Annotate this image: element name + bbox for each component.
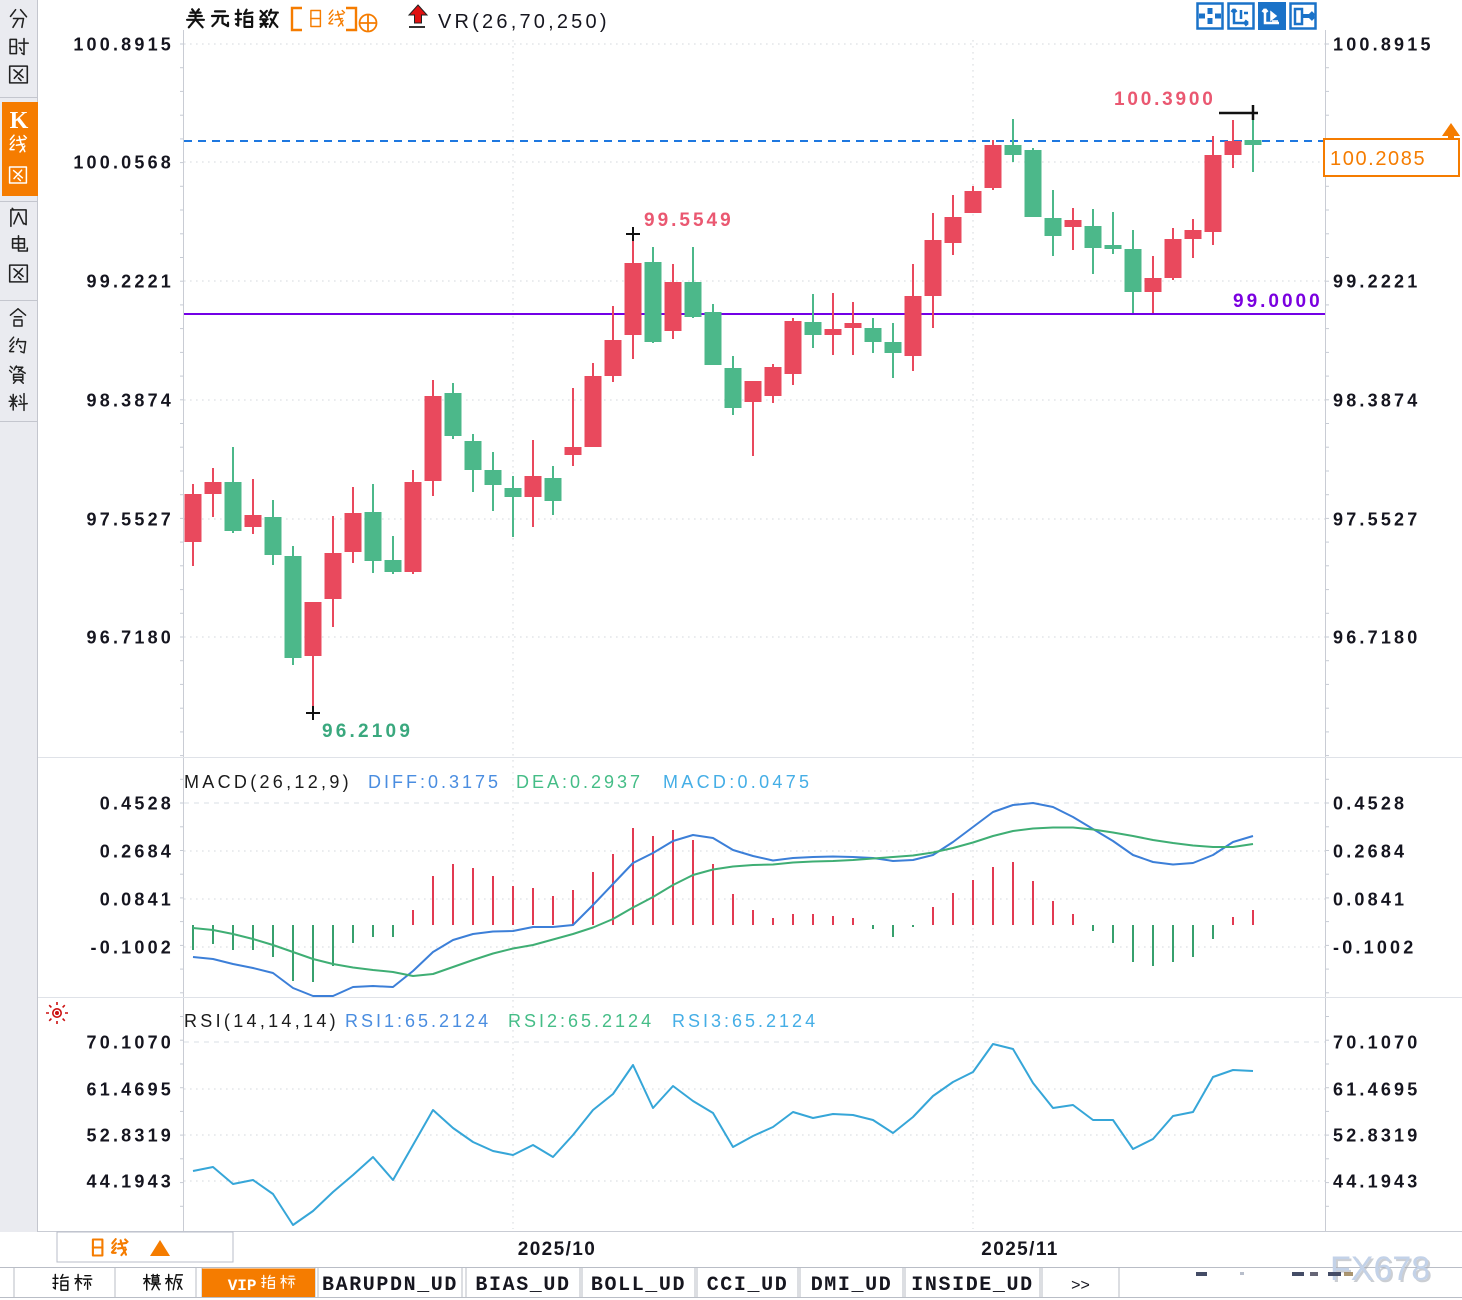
svg-text:70.1070: 70.1070 <box>1333 1033 1420 1053</box>
svg-text:100.0568: 100.0568 <box>73 153 174 173</box>
svg-text:100.8915: 100.8915 <box>73 35 174 55</box>
svg-text:70.1070: 70.1070 <box>87 1033 174 1053</box>
svg-text:100.3900: 100.3900 <box>1114 89 1216 110</box>
svg-text:>>: >> <box>1071 1277 1090 1294</box>
svg-text:DEA:0.2937: DEA:0.2937 <box>516 772 643 792</box>
svg-text:0.2684: 0.2684 <box>100 842 174 862</box>
svg-text:0.4528: 0.4528 <box>1333 794 1407 814</box>
svg-text:VIP: VIP <box>228 1277 257 1295</box>
svg-text:0.0841: 0.0841 <box>100 890 174 910</box>
svg-text:DMI_UD: DMI_UD <box>811 1274 893 1297</box>
svg-text:99.5549: 99.5549 <box>644 210 734 231</box>
svg-text:96.2109: 96.2109 <box>322 721 413 742</box>
svg-text:INSIDE_UD: INSIDE_UD <box>911 1274 1033 1297</box>
svg-text:FX678: FX678 <box>1330 1250 1430 1288</box>
svg-text:FX678: FX678 <box>1332 1252 1432 1290</box>
svg-text:52.8319: 52.8319 <box>87 1126 174 1146</box>
svg-text:97.5527: 97.5527 <box>1333 510 1420 530</box>
svg-text:0.0841: 0.0841 <box>1333 890 1407 910</box>
svg-text:99.2221: 99.2221 <box>1333 272 1420 292</box>
svg-text:2025/10: 2025/10 <box>518 1239 596 1260</box>
svg-text:98.3874: 98.3874 <box>1333 391 1420 411</box>
svg-text:61.4695: 61.4695 <box>1333 1080 1420 1100</box>
svg-text:99.2221: 99.2221 <box>87 272 174 292</box>
svg-text:61.4695: 61.4695 <box>87 1080 174 1100</box>
svg-text:2025/11: 2025/11 <box>981 1239 1058 1260</box>
svg-text:RSI3:65.2124: RSI3:65.2124 <box>672 1011 818 1031</box>
svg-text:BOLL_UD: BOLL_UD <box>591 1274 686 1297</box>
svg-text:96.7180: 96.7180 <box>87 628 174 648</box>
svg-text:MACD:0.0475: MACD:0.0475 <box>663 772 812 792</box>
svg-text:RSI2:65.2124: RSI2:65.2124 <box>508 1011 654 1031</box>
svg-text:BIAS_UD: BIAS_UD <box>475 1274 570 1297</box>
svg-text:VR(26,70,250): VR(26,70,250) <box>438 11 610 33</box>
svg-text:99.0000: 99.0000 <box>1233 291 1323 312</box>
svg-text:-0.1002: -0.1002 <box>1333 938 1416 958</box>
svg-text:52.8319: 52.8319 <box>1333 1126 1420 1146</box>
svg-text:100.2085: 100.2085 <box>1330 148 1426 170</box>
svg-text:RSI(14,14,14): RSI(14,14,14) <box>184 1011 339 1031</box>
svg-text:CCI_UD: CCI_UD <box>707 1274 789 1297</box>
svg-text:98.3874: 98.3874 <box>87 391 174 411</box>
svg-text:DIFF:0.3175: DIFF:0.3175 <box>368 772 501 792</box>
svg-text:44.1943: 44.1943 <box>1333 1172 1420 1192</box>
svg-text:100.8915: 100.8915 <box>1333 35 1434 55</box>
svg-text:0.4528: 0.4528 <box>100 794 174 814</box>
svg-text:0.2684: 0.2684 <box>1333 842 1407 862</box>
svg-text:MACD(26,12,9): MACD(26,12,9) <box>184 772 352 792</box>
svg-text:RSI1:65.2124: RSI1:65.2124 <box>345 1011 491 1031</box>
svg-text:K: K <box>10 108 29 134</box>
svg-text:44.1943: 44.1943 <box>87 1172 174 1192</box>
svg-text:BARUPDN_UD: BARUPDN_UD <box>322 1274 458 1297</box>
svg-text:97.5527: 97.5527 <box>87 510 174 530</box>
svg-text:96.7180: 96.7180 <box>1333 628 1420 648</box>
svg-text:-0.1002: -0.1002 <box>91 938 174 958</box>
